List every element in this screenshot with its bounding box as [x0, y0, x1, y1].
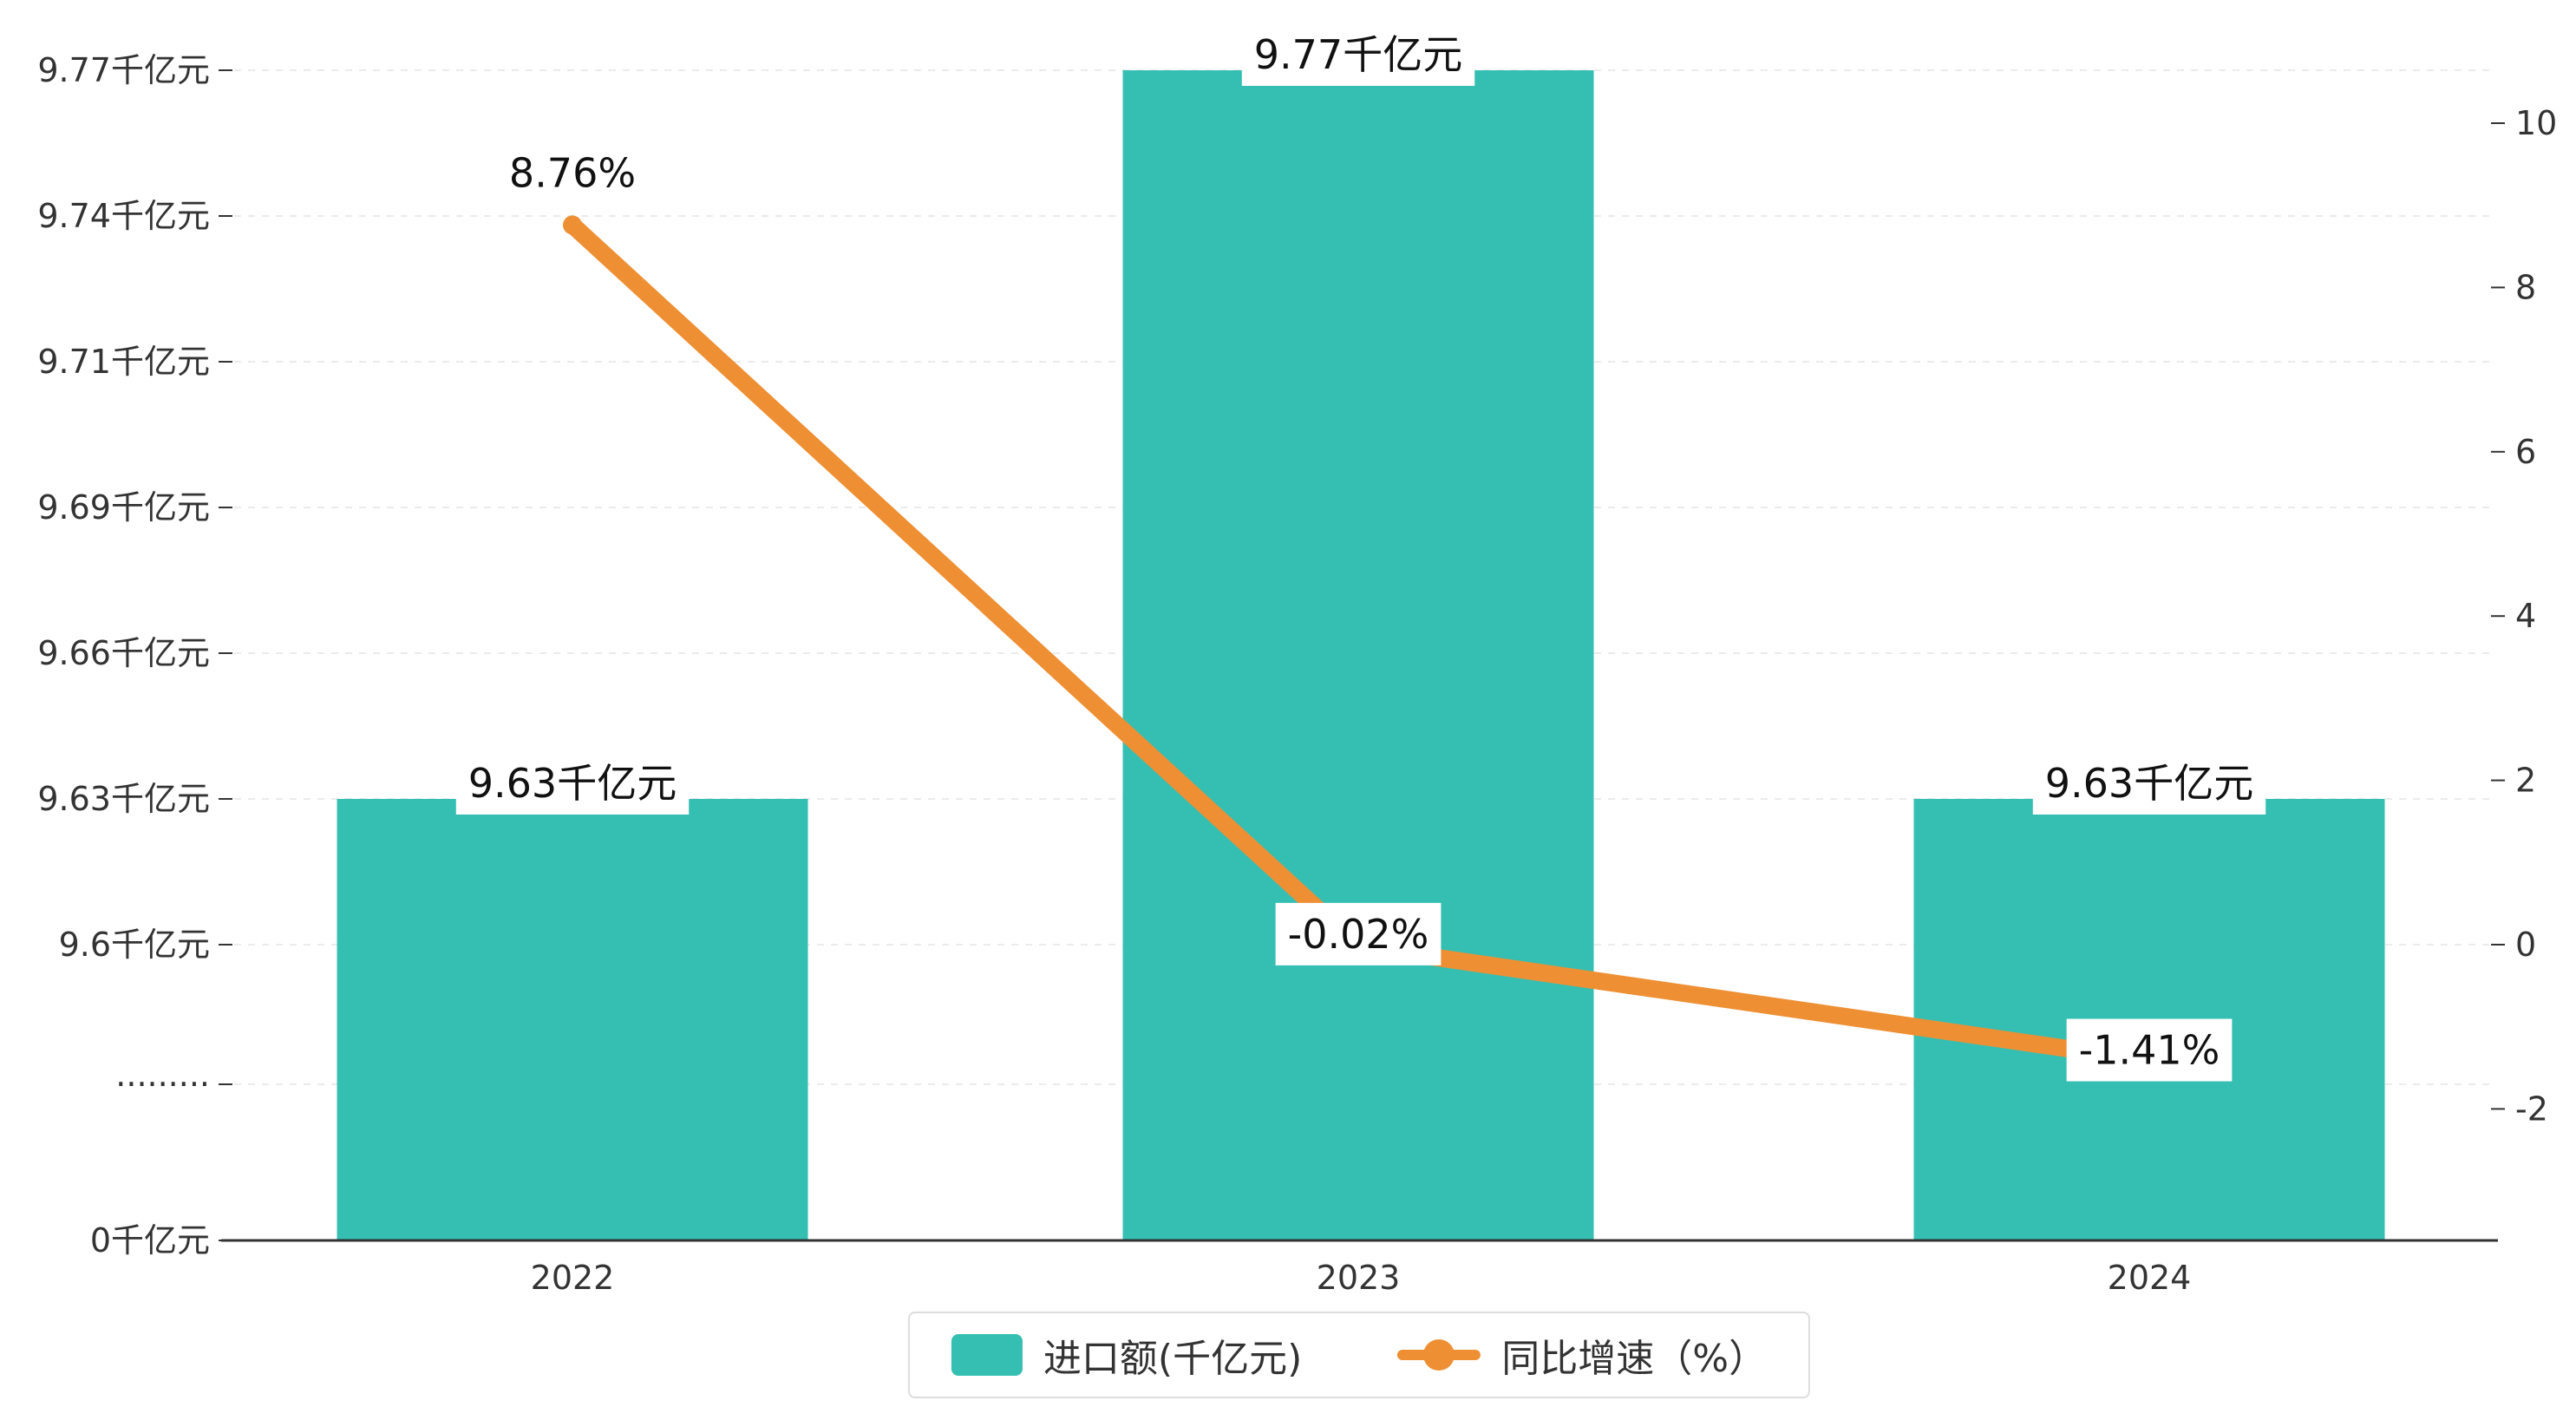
line-legend-dot	[1423, 1339, 1455, 1371]
line-value-label-bg	[1275, 902, 1442, 965]
x-tick-label: 2024	[2108, 1259, 2192, 1297]
right-axis-label: 10	[2515, 104, 2557, 142]
line-value-label: -1.41%	[2079, 1027, 2220, 1074]
right-axis-label: 2	[2515, 762, 2536, 800]
right-axis-label: 0	[2515, 926, 2536, 964]
legend-label-imports: 进口额(千亿元)	[1043, 1337, 1303, 1381]
right-axis-label: 4	[2515, 597, 2536, 635]
bar-2022[interactable]	[337, 799, 808, 1240]
bar-value-label-bg	[1241, 23, 1475, 86]
left-axis-label: 9.66千亿元	[37, 634, 210, 672]
line-value-label: -0.02%	[1288, 911, 1429, 958]
bar-2023[interactable]	[1122, 70, 1594, 1240]
line-value-label-bg	[2066, 1018, 2233, 1082]
line-point-2022[interactable]	[563, 215, 582, 235]
left-axis-label: 9.63千亿元	[37, 780, 210, 818]
right-axis-label: 8	[2515, 268, 2536, 306]
legend-item-growth[interactable]: 同比增速（%）	[1397, 1327, 1767, 1383]
bar-value-label: 9.63千亿元	[468, 760, 677, 807]
right-axis-label: -2	[2515, 1090, 2548, 1128]
left-axis-label: 9.74千亿元	[37, 197, 210, 235]
line-value-label: 8.76%	[509, 149, 636, 196]
bar-value-label: 9.63千亿元	[2045, 760, 2253, 807]
left-axis-label: 9.71千亿元	[37, 343, 210, 381]
bar-value-label: 9.77千亿元	[1254, 31, 1462, 78]
line-value-label-bg	[496, 141, 649, 205]
left-axis-label: 9.69千亿元	[37, 488, 210, 527]
bar-legend-swatch-icon	[951, 1334, 1023, 1376]
left-axis-label: 9.6千亿元	[59, 926, 210, 964]
x-tick-label: 2023	[1317, 1259, 1401, 1297]
left-axis-label: 9.77千亿元	[37, 51, 210, 89]
legend: 进口额(千亿元) 同比增速（%）	[907, 1312, 1811, 1398]
line-legend-marker-icon	[1397, 1334, 1481, 1376]
legend-label-growth: 同比增速（%）	[1501, 1337, 1768, 1381]
bar-value-label-bg	[2032, 752, 2266, 815]
legend-item-imports[interactable]: 进口额(千亿元)	[951, 1327, 1302, 1383]
bar-value-label-bg	[455, 752, 690, 815]
x-tick-label: 2022	[531, 1259, 615, 1297]
left-axis-label: ·········	[115, 1065, 210, 1103]
right-axis-label: 6	[2515, 433, 2536, 471]
left-axis-label: 0千亿元	[90, 1221, 210, 1260]
